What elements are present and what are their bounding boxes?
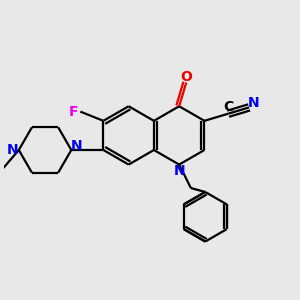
Text: N: N xyxy=(7,143,18,157)
Text: N: N xyxy=(173,164,185,178)
Text: N: N xyxy=(248,96,259,110)
Text: N: N xyxy=(71,140,82,154)
Text: F: F xyxy=(69,105,79,118)
Text: O: O xyxy=(180,70,192,84)
Text: C: C xyxy=(223,100,233,114)
